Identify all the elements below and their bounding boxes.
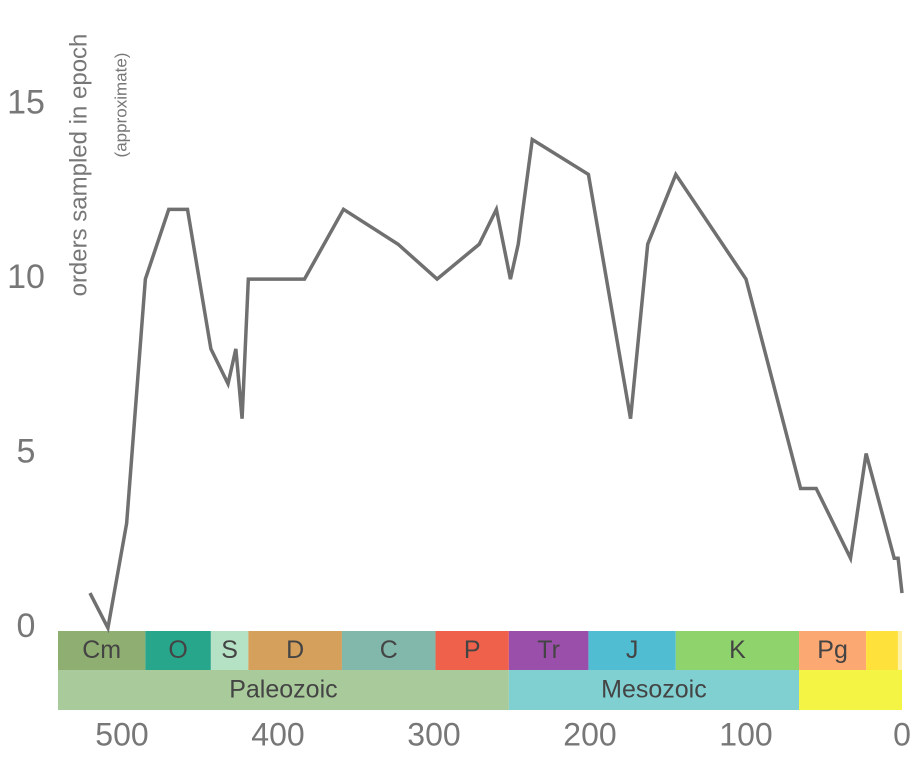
x-tick-label: 0 bbox=[893, 716, 911, 752]
period-label: P bbox=[464, 636, 481, 664]
y-label: orders sampled in epoch bbox=[65, 34, 92, 297]
period bbox=[799, 631, 867, 670]
period-label: O bbox=[168, 636, 187, 664]
era bbox=[508, 670, 800, 710]
period bbox=[675, 631, 800, 670]
y-tick-label: 5 bbox=[17, 433, 36, 471]
period-label: K bbox=[729, 636, 746, 664]
period bbox=[588, 631, 676, 670]
x-tick-label: 100 bbox=[719, 716, 772, 752]
x-tick-label: 300 bbox=[407, 716, 460, 752]
y-tick-label: 10 bbox=[7, 258, 45, 296]
x-tick-label: 200 bbox=[563, 716, 616, 752]
period bbox=[897, 631, 902, 670]
period bbox=[210, 631, 249, 670]
period-label: Cm bbox=[82, 636, 121, 664]
y-label-note: (approximate) bbox=[111, 53, 130, 158]
period bbox=[248, 631, 342, 670]
x-tick-label: 500 bbox=[95, 716, 148, 752]
period-label: D bbox=[286, 636, 304, 664]
x-tick-label: 400 bbox=[251, 716, 304, 752]
y-tick-label: 0 bbox=[17, 607, 36, 645]
period-label: C bbox=[380, 636, 398, 664]
data-line bbox=[88, 136, 904, 634]
period bbox=[508, 631, 589, 670]
period bbox=[145, 631, 211, 670]
y-axis-title: orders sampled in epoch (approximate) bbox=[65, 34, 130, 297]
era-label: Paleozoic bbox=[229, 676, 337, 704]
period-label: Pg bbox=[817, 636, 848, 664]
era bbox=[58, 670, 509, 710]
period bbox=[341, 631, 436, 670]
y-tick-label: 15 bbox=[7, 84, 45, 122]
period bbox=[58, 631, 146, 670]
period bbox=[435, 631, 509, 670]
era bbox=[799, 670, 902, 710]
era-label: Mesozoic bbox=[601, 676, 707, 704]
period-label: S bbox=[221, 636, 238, 664]
period-label: Tr bbox=[537, 636, 560, 664]
period bbox=[866, 631, 898, 670]
period-label: J bbox=[626, 636, 639, 664]
